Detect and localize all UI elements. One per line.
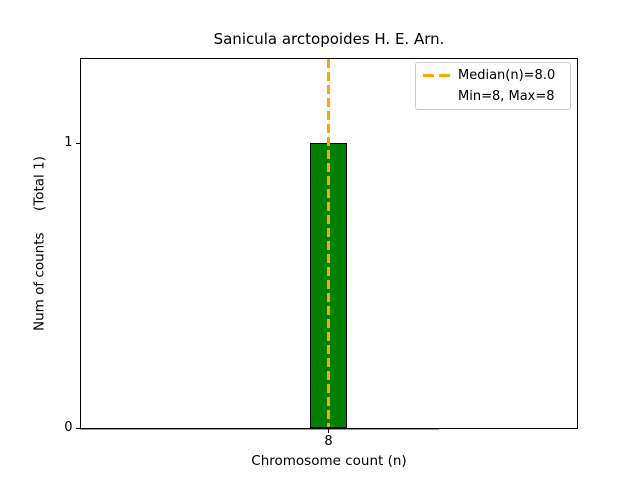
median-dashed-line-icon bbox=[423, 74, 450, 77]
x-axis-label: Chromosome count (n) bbox=[251, 453, 407, 469]
x-tick-label: 8 bbox=[324, 434, 333, 449]
legend-label-median: Median(n)=8.0 bbox=[458, 67, 556, 83]
x-tick-mark bbox=[328, 429, 329, 433]
y-tick-mark bbox=[76, 142, 80, 144]
y-axis-label: Num of counts (Total 1) bbox=[31, 156, 48, 331]
y-tick-mark bbox=[76, 427, 80, 429]
median-line bbox=[327, 59, 330, 427]
zero-count-bars-line bbox=[80, 428, 439, 430]
legend: Median(n)=8.0 Min=8, Max=8 bbox=[415, 62, 571, 110]
legend-row-median: Median(n)=8.0 bbox=[423, 66, 563, 86]
y-tick-label: 1 bbox=[64, 135, 73, 151]
legend-label-minmax: Min=8, Max=8 bbox=[458, 88, 555, 104]
y-tick-label: 0 bbox=[64, 420, 73, 435]
chart-title: Sanicula arctopoides H. E. Arn. bbox=[213, 30, 445, 48]
legend-row-minmax: Min=8, Max=8 bbox=[423, 87, 563, 107]
